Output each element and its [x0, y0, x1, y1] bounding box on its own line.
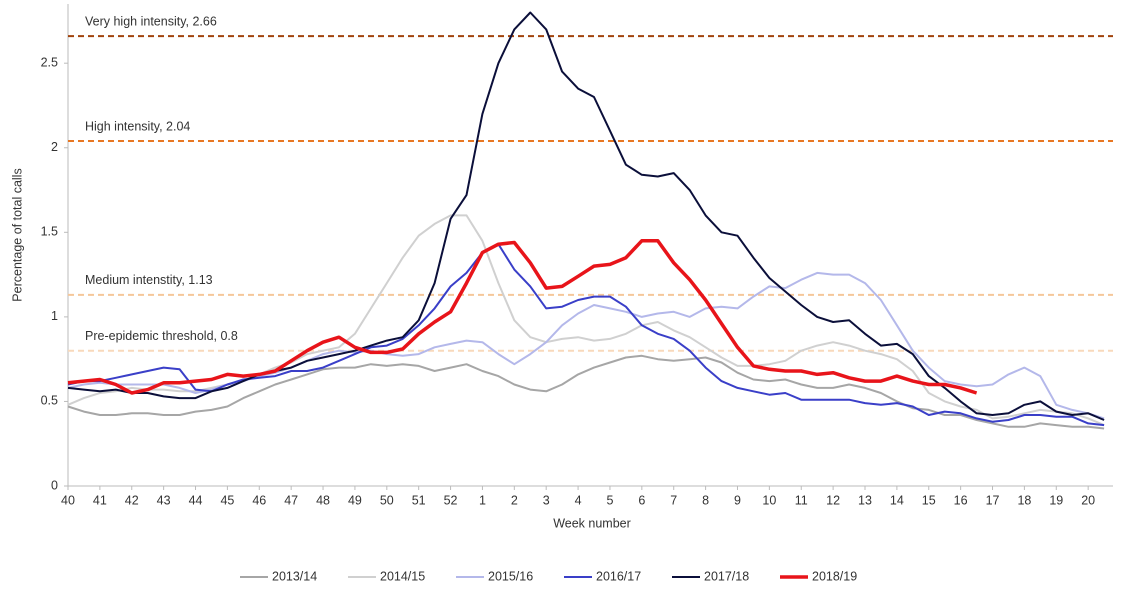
- x-tick-label: 4: [575, 493, 582, 507]
- x-tick-label: 40: [61, 493, 75, 507]
- x-tick-label: 50: [380, 493, 394, 507]
- x-tick-label: 11: [795, 493, 808, 507]
- x-tick-label: 52: [444, 493, 458, 507]
- legend-label: 2018/19: [812, 569, 857, 583]
- series-line: [67, 11, 1105, 421]
- series-line: [67, 239, 978, 395]
- y-tick-label: 2: [51, 140, 58, 154]
- series-line: [67, 243, 1105, 427]
- legend-label: 2017/18: [704, 569, 749, 583]
- reference-label: High intensity, 2.04: [85, 119, 190, 133]
- legend-label: 2015/16: [488, 569, 533, 583]
- legend-label: 2016/17: [596, 569, 641, 583]
- x-tick-label: 44: [189, 493, 203, 507]
- x-tick-label: 14: [890, 493, 904, 507]
- x-tick-label: 13: [858, 493, 872, 507]
- x-tick-label: 19: [1049, 493, 1063, 507]
- x-tick-label: 18: [1017, 493, 1031, 507]
- x-tick-label: 1: [479, 493, 486, 507]
- x-axis-title: Week number: [553, 516, 631, 530]
- legend-label: 2014/15: [380, 569, 425, 583]
- x-tick-label: 51: [412, 493, 426, 507]
- series-line: [67, 354, 1105, 430]
- x-tick-label: 16: [954, 493, 968, 507]
- x-tick-label: 12: [826, 493, 840, 507]
- x-tick-label: 7: [670, 493, 677, 507]
- legend-label: 2013/14: [272, 569, 317, 583]
- y-tick-label: 0.5: [41, 394, 58, 408]
- x-tick-label: 9: [734, 493, 741, 507]
- y-tick-label: 1: [51, 309, 58, 323]
- series-line: [67, 214, 1105, 427]
- y-tick-label: 0: [51, 478, 58, 492]
- x-tick-label: 41: [93, 493, 107, 507]
- reference-label: Very high intensity, 2.66: [85, 14, 217, 28]
- x-tick-label: 10: [762, 493, 776, 507]
- y-tick-label: 1.5: [41, 225, 58, 239]
- x-tick-label: 49: [348, 493, 362, 507]
- x-tick-label: 20: [1081, 493, 1095, 507]
- x-tick-label: 8: [702, 493, 709, 507]
- x-tick-label: 6: [638, 493, 645, 507]
- x-tick-label: 42: [125, 493, 139, 507]
- x-tick-label: 17: [986, 493, 1000, 507]
- reference-label: Pre-epidemic threshold, 0.8: [85, 329, 238, 343]
- y-axis-title: Percentage of total calls: [10, 168, 24, 301]
- x-tick-label: 2: [511, 493, 518, 507]
- x-tick-label: 46: [252, 493, 266, 507]
- reference-label: Medium intenstity, 1.13: [85, 273, 213, 287]
- y-tick-label: 2.5: [41, 55, 58, 69]
- x-tick-label: 47: [284, 493, 298, 507]
- x-tick-label: 3: [543, 493, 550, 507]
- x-tick-label: 5: [606, 493, 613, 507]
- x-tick-label: 15: [922, 493, 936, 507]
- x-tick-label: 43: [157, 493, 171, 507]
- x-tick-label: 45: [220, 493, 234, 507]
- x-tick-label: 48: [316, 493, 330, 507]
